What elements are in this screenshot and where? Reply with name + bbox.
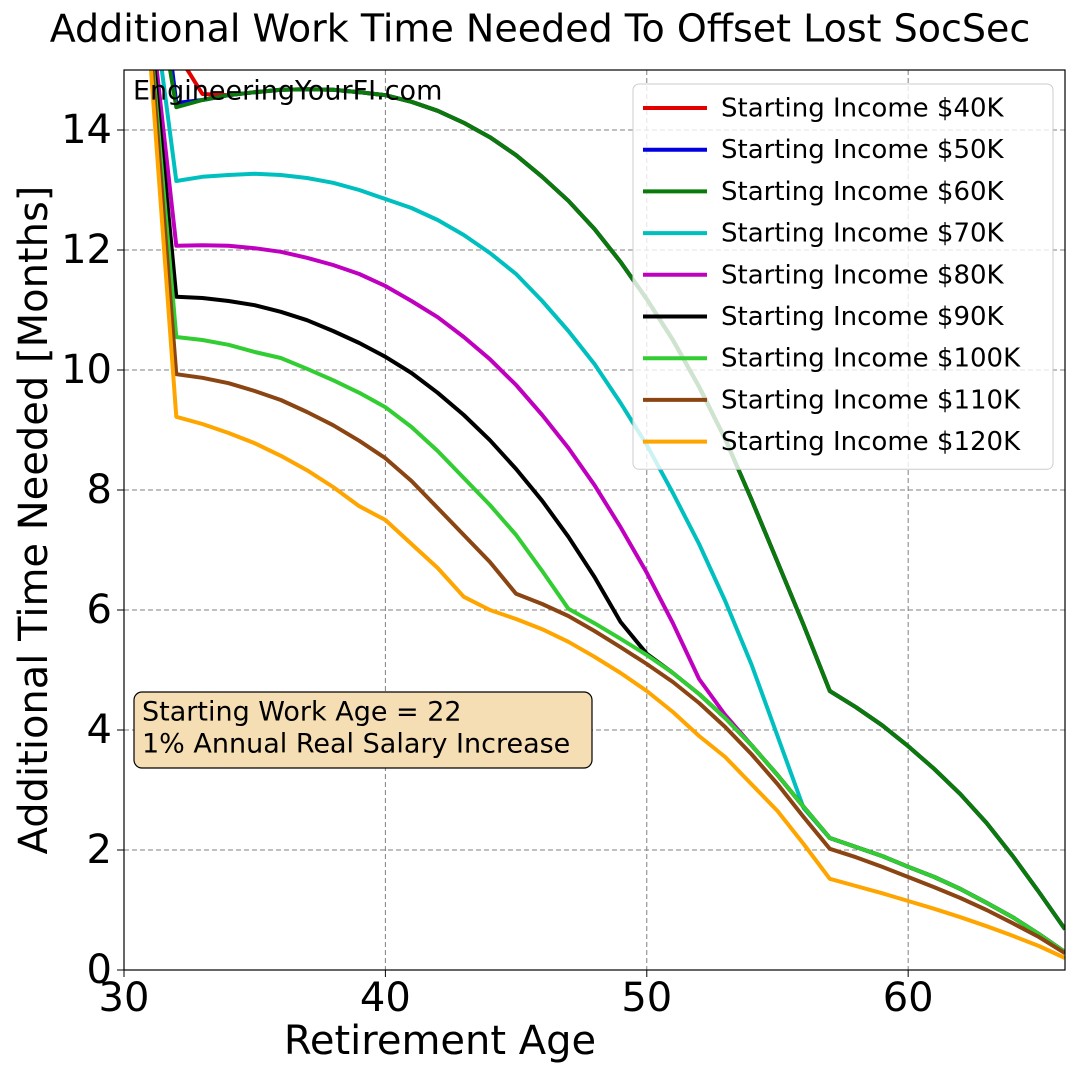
y-axis-label: Additional Time Needed [Months]: [11, 186, 57, 855]
legend-label: Starting Income $120K: [721, 427, 1021, 457]
y-tick-label: 14: [61, 107, 112, 153]
y-tick-label: 12: [61, 227, 112, 273]
lines: [148, 70, 1065, 960]
plot-frame: [123, 69, 1066, 971]
legend-box: [632, 83, 1054, 470]
annotation-line: Starting Work Age = 22: [142, 697, 462, 728]
y-tick-label: 6: [87, 587, 112, 633]
y-tick-label: 4: [87, 707, 112, 753]
annotation-box: [133, 691, 593, 769]
annotation-line: 1% Annual Real Salary Increase: [142, 729, 570, 760]
chart-title: Additional Work Time Needed To Offset Lo…: [50, 7, 1031, 51]
legend-label: Starting Income $40K: [721, 94, 1005, 124]
legend-label: Starting Income $50K: [721, 135, 1005, 165]
x-axis-label: Retirement Age: [284, 1018, 596, 1064]
x-tick-label: 50: [621, 975, 672, 1021]
y-tick-label: 8: [87, 467, 112, 513]
y-tick-label: 10: [61, 347, 112, 393]
series-line: [148, 70, 1065, 960]
legend-label: Starting Income $70K: [721, 219, 1005, 249]
watermark: EngineeringYourFI.com: [133, 76, 442, 107]
legend-label: Starting Income $100K: [721, 344, 1021, 374]
x-tick-label: 40: [360, 975, 411, 1021]
y-tick-label: 0: [87, 947, 112, 993]
legend-label: Starting Income $90K: [721, 302, 1005, 332]
series-line: [168, 70, 1065, 931]
legend-label: Starting Income $60K: [721, 177, 1005, 207]
series-line: [150, 70, 1065, 955]
x-tick-label: 30: [99, 975, 150, 1021]
x-tick-label: 60: [883, 975, 934, 1021]
y-tick-label: 2: [87, 827, 112, 873]
legend: Starting Income $40K Starting Income $50K…: [632, 83, 1054, 470]
legend-label: Starting Income $110K: [721, 385, 1021, 415]
series-line: [151, 70, 1065, 954]
legend-label: Starting Income $80K: [721, 260, 1005, 290]
